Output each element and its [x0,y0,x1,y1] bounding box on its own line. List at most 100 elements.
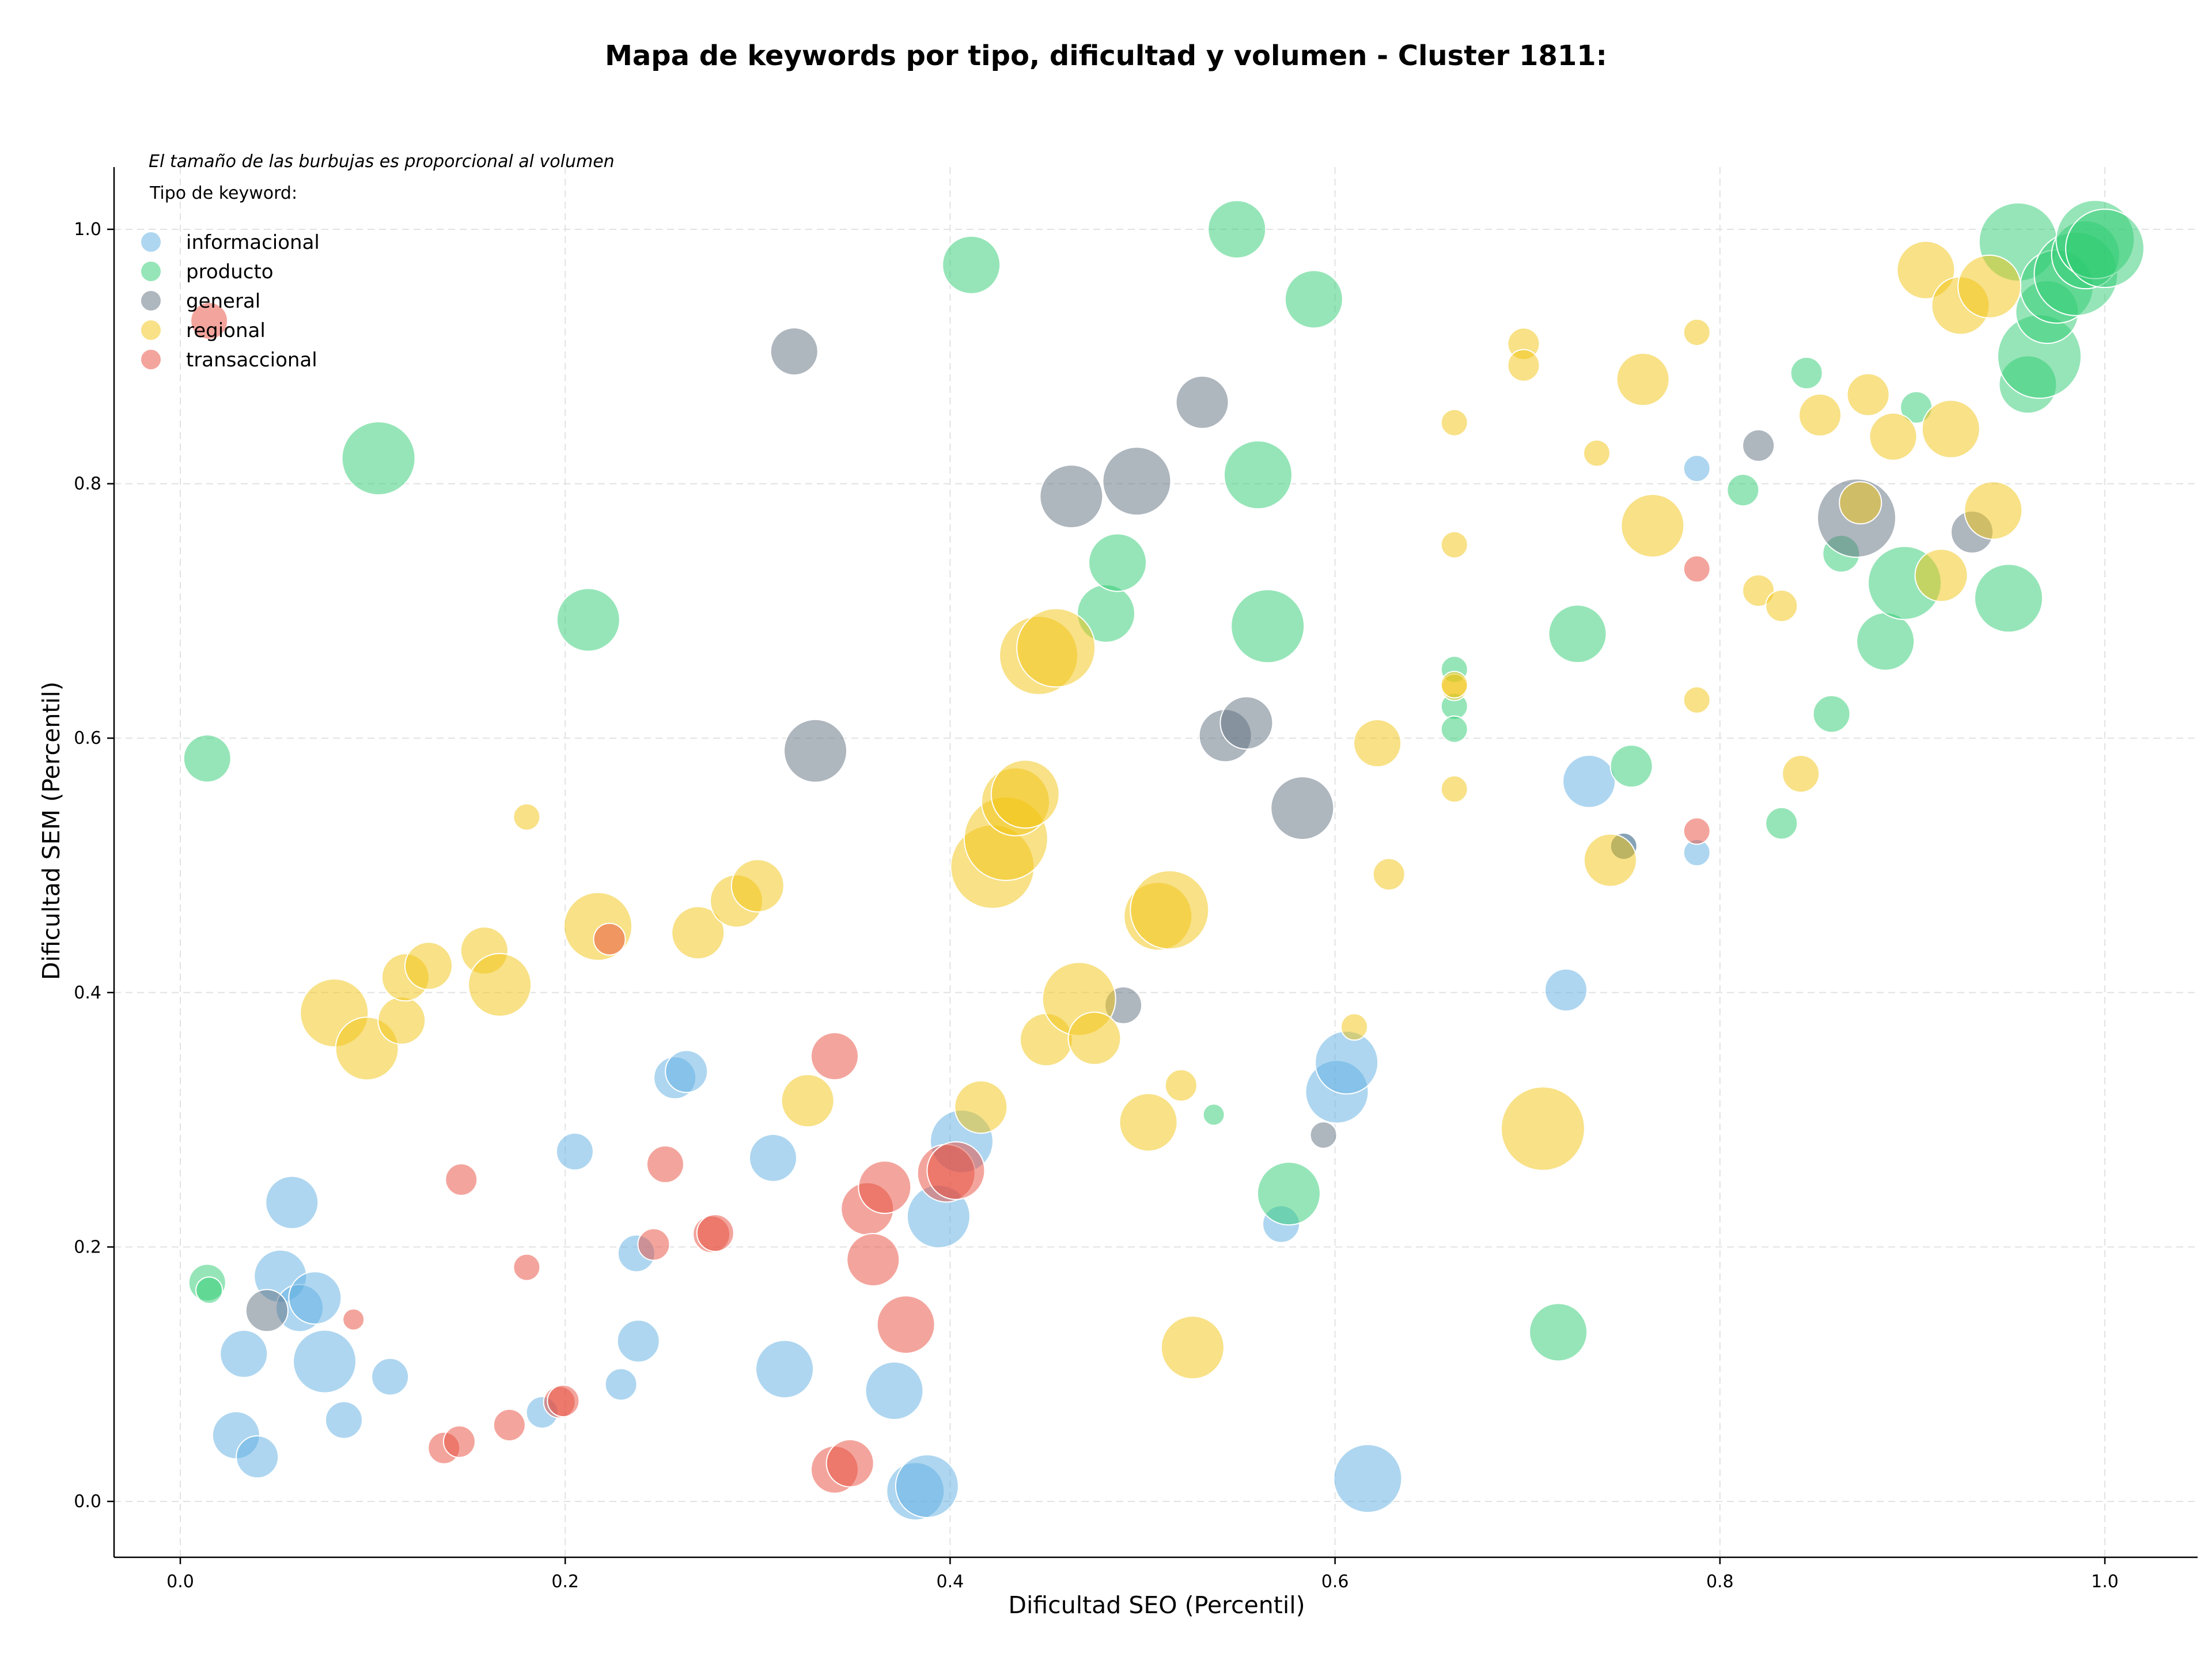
bubble-transaccional [1683,817,1711,845]
bubble-regional [1683,686,1711,714]
bubble-general [1270,776,1335,841]
bubble-general [770,327,819,376]
x-tick-label: 0.2 [551,1572,579,1592]
y-tick-label: 0.8 [74,474,101,494]
bubble-producto [1974,563,2043,633]
bubble-regional [1340,1013,1369,1041]
bubble-regional [1067,1011,1122,1065]
bubble-regional [1846,373,1890,417]
bubble-informacional [1562,754,1616,808]
bubble-producto [1088,533,1147,592]
bubble-transaccional [342,1308,365,1331]
bubble-informacional [1683,455,1711,483]
axes: 0.0 0.2 0.4 0.6 0.8 1.0 0.0 0.2 0.4 0.6 0.8 1.0 [74,167,2198,1592]
x-tick-label: 0.4 [937,1572,964,1592]
bubble-general [1742,429,1775,462]
bubble-informacional [293,1329,357,1394]
bubble-producto [1726,474,1760,507]
bubble-producto [1548,604,1607,664]
bubble-producto [1207,200,1267,259]
bubble-transaccional [926,1141,986,1200]
bubble-producto [942,235,1001,294]
bubble-regional [1765,589,1798,623]
bubble-general [1309,1121,1338,1149]
bubble-regional [1016,608,1096,688]
bubble-regional [1839,481,1883,525]
bubble-informacional [865,1361,924,1420]
bubble-producto [556,588,620,652]
bubble-producto [1440,715,1468,743]
bubble-regional [1683,318,1711,346]
bubble-regional [1164,1069,1198,1102]
x-axis-label: Dificultad SEO (Percentil) [1008,1591,1305,1619]
bubble-informacional [895,1454,959,1519]
y-tick-label: 0.6 [74,728,101,748]
bubble-regional [671,906,725,960]
bubble-producto [1230,589,1305,664]
bubble-producto [1284,270,1343,329]
bubble-regional [377,996,426,1045]
bubble-general [1102,447,1172,516]
y-tick-label: 1.0 [74,220,101,240]
bubble-informacional [288,1271,342,1325]
bubble-regional [1957,254,2022,319]
bubble-transaccional [445,1163,478,1196]
bubble-informacional [616,1319,660,1363]
bubble-transaccional [190,301,229,340]
bubble-regional [404,941,453,990]
x-tick-label: 1.0 [2091,1572,2119,1592]
bubble-transaccional [696,1214,734,1253]
bubble-regional [1921,399,1980,459]
bubble-regional [1372,857,1406,891]
bubble-informacional [749,1133,798,1182]
bubble-regional [730,858,785,913]
bubble-regional [990,759,1060,829]
chart-subtitle: El tamaño de las burbujas es proporciona… [149,152,615,172]
bubble-regional [1742,574,1775,607]
bubble-regional [1869,412,1918,461]
bubble-regional [1353,719,1402,768]
y-tick-label: 0.2 [74,1237,101,1257]
legend-marker-regional [141,320,161,340]
bubble-producto [1609,744,1653,788]
bubble-regional [1798,393,1842,437]
bubble-informacional [1315,1030,1379,1095]
bubble-informacional [1333,1444,1403,1514]
bubble-general [1219,696,1274,750]
legend-marker-producto [141,262,161,281]
bubble-producto [1856,612,1915,671]
legend-label-regional: regional [186,319,266,342]
bubble-transaccional [547,1384,580,1418]
bubble-regional [1620,493,1685,558]
bubble-regional [1160,1315,1225,1380]
bubble-regional [1119,1093,1178,1152]
bubble-producto [1812,695,1851,733]
bubble-regional [1616,353,1670,407]
bubble-transaccional [513,1253,541,1281]
x-tick-label: 0.8 [1706,1572,1734,1592]
x-tick-label: 0.6 [1321,1572,1349,1592]
legend-label-transaccional: transaccional [186,349,317,372]
x-tick-label: 0.0 [166,1572,194,1592]
bubble-informacional [236,1435,279,1479]
bubble-transaccional [810,1032,859,1081]
bubble-transaccional [646,1145,684,1183]
legend-label-general: general [186,290,260,313]
bubble-regional [1440,408,1468,437]
bubble-transaccional [442,1425,476,1458]
bubble-informacional [555,1132,594,1171]
chart-title: Mapa de keywords por tipo, dificultad y … [605,40,1607,72]
bubble-producto [1202,1103,1225,1126]
bubble-transaccional [876,1295,935,1354]
legend: informacional producto general regional tran… [141,231,320,372]
y-tick-label: 0.0 [74,1492,101,1512]
bubble-informacional [324,1401,363,1439]
bubble-regional [1440,775,1468,803]
bubble-regional [1914,548,1968,603]
bubble-regional [781,1073,835,1127]
bubble-regional [1782,755,1820,793]
y-axis-label: Dificultad SEM (Percentil) [37,682,65,980]
bubble-informacional [604,1368,638,1401]
bubble-general [245,1289,289,1333]
